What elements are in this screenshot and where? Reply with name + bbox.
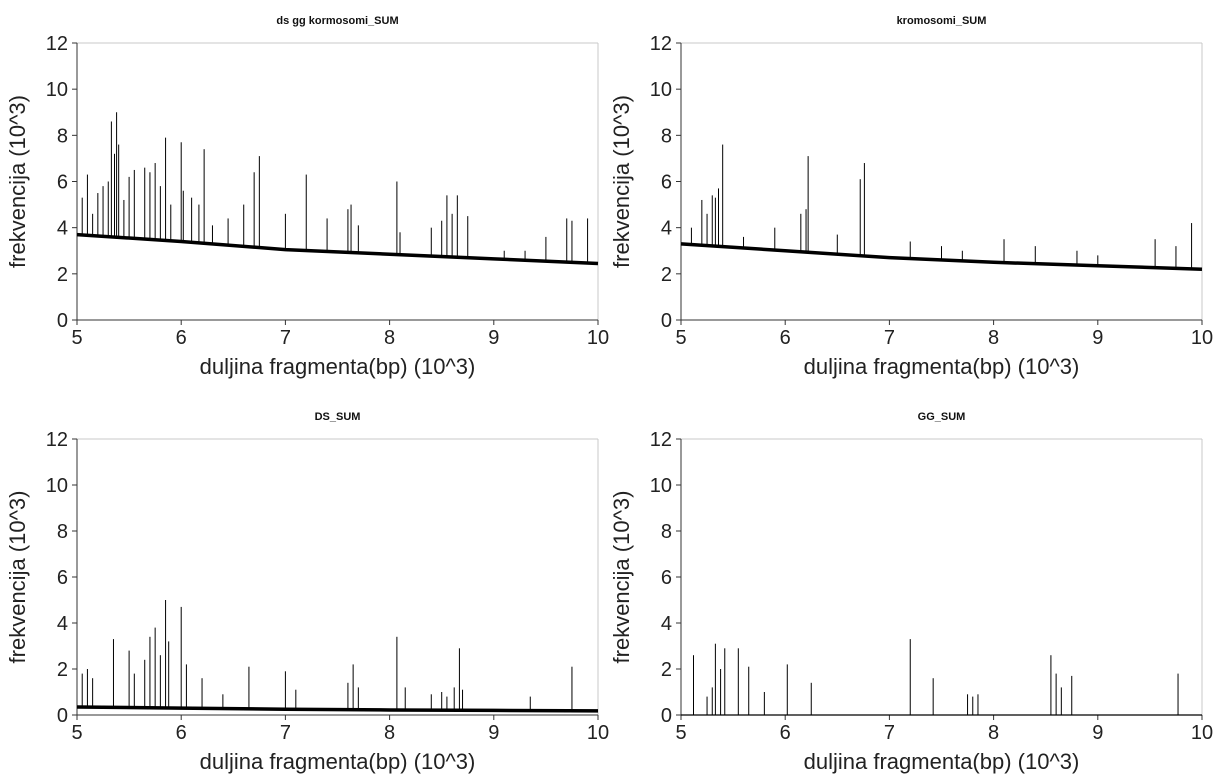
y-tick-label: 2 [661, 659, 672, 681]
y-tick-label: 4 [57, 218, 68, 240]
y-tick-label: 12 [650, 33, 672, 55]
x-tick-label: 7 [884, 722, 895, 744]
x-tick-label: 7 [884, 327, 895, 349]
series-baseline [76, 232, 599, 266]
y-axis-title: frekvencija (10^3) [609, 95, 634, 268]
x-axis-title: duljina fragmenta(bp) (10^3) [804, 749, 1080, 774]
x-tick-label: 9 [1092, 722, 1103, 744]
x-tick-label: 7 [280, 327, 291, 349]
y-tick-label: 8 [661, 125, 672, 147]
chart-title: DS_SUM [315, 411, 361, 423]
chart-title: kromosomi_SUM [897, 15, 987, 27]
chart-panel: GG_SUM duljina fragmenta(bp) (10^3) frek… [609, 411, 1213, 774]
x-tick-label: 9 [1092, 327, 1103, 349]
x-tick-label: 10 [587, 722, 609, 744]
y-tick-label: 0 [661, 310, 672, 332]
x-tick-label: 10 [1191, 327, 1213, 349]
x-tick-label: 8 [988, 722, 999, 744]
y-tick-label: 6 [661, 567, 672, 589]
y-tick-label: 8 [661, 521, 672, 543]
y-tick-label: 0 [57, 705, 68, 727]
y-tick-label: 10 [46, 79, 68, 101]
x-tick-label: 10 [587, 327, 609, 349]
y-tick-label: 2 [661, 264, 672, 286]
chart-panel: DS_SUM duljina fragmenta(bp) (10^3) frek… [5, 411, 609, 774]
x-tick-label: 8 [384, 327, 395, 349]
y-tick-label: 12 [650, 429, 672, 451]
y-axis-title: frekvencija (10^3) [609, 491, 634, 664]
x-tick-label: 5 [71, 327, 82, 349]
y-tick-label: 4 [661, 613, 672, 635]
y-tick-label: 10 [46, 475, 68, 497]
y-tick-label: 12 [46, 33, 68, 55]
y-tick-label: 6 [57, 172, 68, 194]
y-tick-label: 4 [57, 613, 68, 635]
x-tick-label: 6 [780, 327, 791, 349]
chart-title: ds gg kormosomi_SUM [276, 15, 398, 27]
x-tick-label: 8 [384, 722, 395, 744]
x-axis-title: duljina fragmenta(bp) (10^3) [200, 749, 476, 774]
x-tick-label: 9 [488, 327, 499, 349]
series-baseline [76, 705, 599, 713]
x-tick-label: 6 [176, 722, 187, 744]
x-axis-title: duljina fragmenta(bp) (10^3) [804, 354, 1080, 379]
chart-title: GG_SUM [918, 411, 966, 423]
y-tick-label: 8 [57, 521, 68, 543]
x-tick-label: 5 [71, 722, 82, 744]
y-tick-label: 12 [46, 429, 68, 451]
y-tick-label: 2 [57, 264, 68, 286]
x-tick-label: 6 [780, 722, 791, 744]
y-axis-title: frekvencija (10^3) [5, 95, 30, 268]
x-tick-label: 8 [988, 327, 999, 349]
y-tick-label: 4 [661, 218, 672, 240]
x-tick-label: 10 [1191, 722, 1213, 744]
chart-panel: kromosomi_SUM duljina fragmenta(bp) (10^… [609, 15, 1213, 379]
x-tick-label: 5 [675, 722, 686, 744]
y-tick-label: 8 [57, 125, 68, 147]
x-tick-label: 7 [280, 722, 291, 744]
chart-panel: ds gg kormosomi_SUM duljina fragmenta(bp… [5, 15, 609, 379]
x-axis-title: duljina fragmenta(bp) (10^3) [200, 354, 476, 379]
y-tick-label: 10 [650, 79, 672, 101]
x-tick-label: 9 [488, 722, 499, 744]
y-tick-label: 2 [57, 659, 68, 681]
x-tick-label: 5 [675, 327, 686, 349]
y-tick-label: 6 [661, 172, 672, 194]
x-tick-label: 6 [176, 327, 187, 349]
y-tick-label: 0 [661, 705, 672, 727]
y-axis-title: frekvencija (10^3) [5, 491, 30, 664]
y-tick-label: 0 [57, 310, 68, 332]
y-tick-label: 10 [650, 475, 672, 497]
y-tick-label: 6 [57, 567, 68, 589]
